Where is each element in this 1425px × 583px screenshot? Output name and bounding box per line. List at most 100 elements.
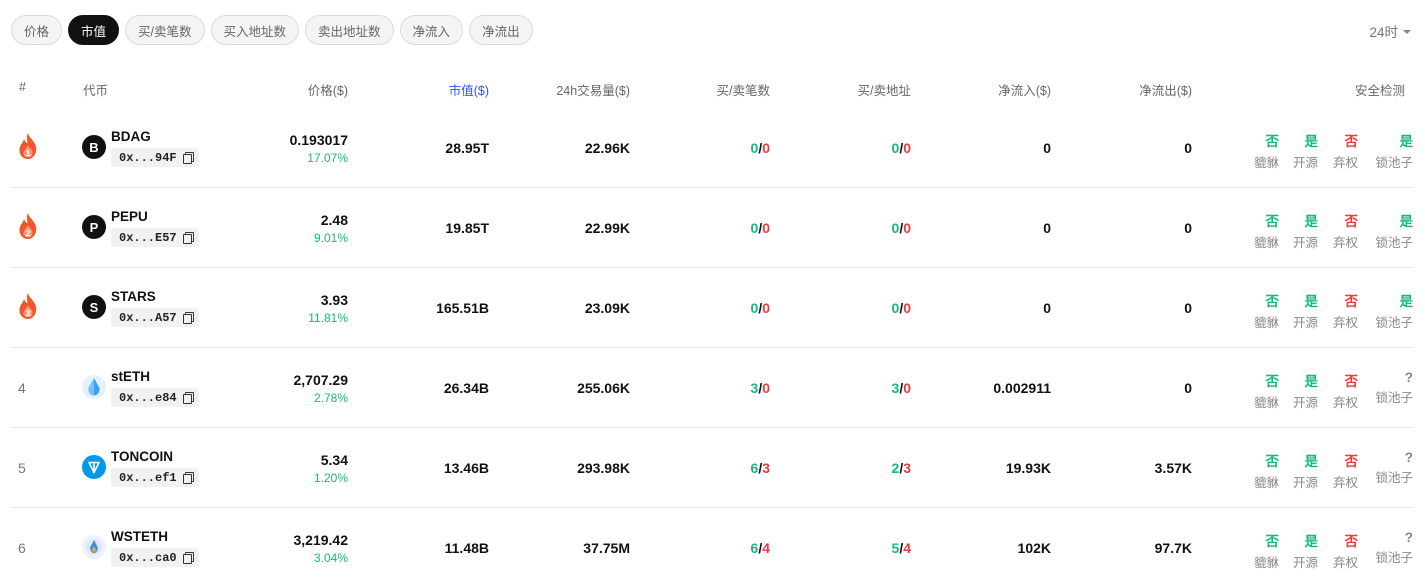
filter-net-inflow[interactable]: 净流入 xyxy=(399,15,464,45)
security-label: 貔貅 xyxy=(1253,396,1279,410)
header-volume[interactable]: 24h交易量($) xyxy=(556,84,630,98)
svg-text:1: 1 xyxy=(26,148,31,158)
token-address: 0x...ca0 xyxy=(111,548,199,567)
sell-count: 0 xyxy=(762,300,770,316)
header-net-outflow[interactable]: 净流出($) xyxy=(1139,84,1192,98)
filter-net-outflow[interactable]: 净流出 xyxy=(469,15,533,45)
token-symbol[interactable]: PEPU xyxy=(111,209,148,224)
price-cell: 0.193017 17.07% xyxy=(290,132,348,165)
table-row[interactable]: 1 B BDAG 0x...94F 0.193017 17.07% 28.95T… xyxy=(11,108,1413,188)
buy-address-count: 0 xyxy=(891,140,900,156)
net-inflow: 0 xyxy=(1043,140,1051,156)
header-price[interactable]: 价格($) xyxy=(307,84,348,98)
copy-icon[interactable] xyxy=(182,312,194,324)
sell-address-count: 4 xyxy=(903,540,911,556)
security-check-4: 是 锁池子 xyxy=(1371,290,1413,331)
price-change: 9.01% xyxy=(313,231,348,245)
buy-count: 3 xyxy=(750,380,759,396)
copy-icon[interactable] xyxy=(182,152,194,164)
token-symbol[interactable]: BDAG xyxy=(111,129,151,144)
sell-count: 0 xyxy=(762,380,770,396)
security-check-1: 否 貔貅 xyxy=(1237,530,1279,571)
table-row[interactable]: 5 TONCOIN 0x...ef1 5.34 1.20% 13.46B 293… xyxy=(11,428,1413,508)
security-label: 貔貅 xyxy=(1253,156,1279,170)
sell-address-count: 0 xyxy=(903,140,911,156)
sell-count: 4 xyxy=(762,540,770,556)
security-check-1: 否 貔貅 xyxy=(1237,130,1279,171)
security-check-4: 是 锁池子 xyxy=(1371,130,1413,171)
token-symbol[interactable]: STARS xyxy=(111,289,156,304)
copy-icon[interactable] xyxy=(182,392,194,404)
market-cap: 26.34B xyxy=(443,380,489,396)
volume-24h: 22.96K xyxy=(584,140,630,156)
security-value: 是 xyxy=(1304,454,1319,469)
security-label: 锁池子 xyxy=(1375,236,1413,250)
security-label: 开源 xyxy=(1292,156,1318,170)
table-row[interactable]: 3 S STARS 0x...A57 3.93 11.81% 165.51B 2… xyxy=(11,268,1413,348)
copy-icon[interactable] xyxy=(182,472,194,484)
svg-text:3: 3 xyxy=(26,308,31,318)
hot-rank-fire-icon: 3 xyxy=(16,292,40,320)
table-row[interactable]: 4 stETH 0x...e84 2,707.29 2.78% 26.34B 2… xyxy=(11,348,1413,428)
net-inflow: 0 xyxy=(1043,220,1051,236)
market-cap: 13.46B xyxy=(443,460,489,476)
security-label: 锁池子 xyxy=(1375,551,1413,565)
security-value: 是 xyxy=(1399,134,1414,149)
rank: 4 xyxy=(18,380,26,396)
buy-sell-txs: 0/0 xyxy=(750,300,770,316)
svg-text:2: 2 xyxy=(26,228,31,238)
buy-sell-addresses: 0/0 xyxy=(891,220,911,236)
hot-rank-fire-icon: 2 xyxy=(16,212,40,240)
price-change: 11.81% xyxy=(308,311,348,325)
filter-buy-addresses[interactable]: 买入地址数 xyxy=(210,15,300,45)
header-token: 代币 xyxy=(83,84,109,98)
copy-icon[interactable] xyxy=(182,552,194,564)
filter-market-cap[interactable]: 市值 xyxy=(68,15,120,45)
buy-count: 0 xyxy=(750,220,759,236)
security-label: 开源 xyxy=(1292,396,1318,410)
security-value: 是 xyxy=(1399,294,1414,309)
security-label: 开源 xyxy=(1292,316,1318,330)
token-symbol[interactable]: WSTETH xyxy=(111,529,168,544)
header-net-inflow[interactable]: 净流入($) xyxy=(998,84,1051,98)
filter-buy-sell-txs[interactable]: 买/卖笔数 xyxy=(125,15,205,45)
security-value: ? xyxy=(1404,450,1413,465)
token-address: 0x...ef1 xyxy=(111,468,199,487)
header-buy-sell-txs[interactable]: 买/卖笔数 xyxy=(716,84,770,98)
net-outflow: 0 xyxy=(1184,220,1192,236)
token-address-text: 0x...E57 xyxy=(119,230,177,245)
market-cap: 19.85T xyxy=(445,220,489,236)
token-symbol[interactable]: TONCOIN xyxy=(111,449,174,464)
security-check-2: 是 开源 xyxy=(1276,530,1318,571)
security-check-3: 否 弃权 xyxy=(1316,450,1358,491)
token-symbol[interactable]: stETH xyxy=(111,369,151,384)
volume-24h: 23.09K xyxy=(584,300,630,316)
buy-address-count: 5 xyxy=(891,540,900,556)
table-row[interactable]: 2 P PEPU 0x...E57 2.48 9.01% 19.85T 22.9… xyxy=(11,188,1413,268)
table-row[interactable]: 6 WSTETH 0x...ca0 3,219.42 3.04% 11.48B … xyxy=(11,508,1413,583)
security-label: 貔貅 xyxy=(1253,556,1279,570)
buy-address-count: 2 xyxy=(891,460,900,476)
security-check-2: 是 开源 xyxy=(1276,450,1318,491)
price-cell: 2.48 9.01% xyxy=(314,212,348,245)
net-outflow: 97.7K xyxy=(1154,540,1192,556)
header-market-cap[interactable]: 市值($) xyxy=(448,84,489,98)
hot-rank-fire-icon: 1 xyxy=(16,132,40,160)
buy-sell-txs: 0/0 xyxy=(750,220,770,236)
token-logo-wsteth-icon xyxy=(82,535,106,559)
net-outflow: 0 xyxy=(1184,140,1192,156)
header-buy-sell-addresses[interactable]: 买/卖地址 xyxy=(857,84,911,98)
buy-count: 6 xyxy=(750,460,759,476)
price-value: 3.93 xyxy=(320,292,348,308)
table-header: # 代币 价格($) 市值($) 24h交易量($) 买/卖笔数 买/卖地址 净… xyxy=(11,68,1413,108)
filter-price[interactable]: 价格 xyxy=(11,15,63,45)
buy-sell-txs: 6/4 xyxy=(750,540,770,556)
token-address: 0x...e84 xyxy=(111,388,199,407)
net-outflow: 0 xyxy=(1184,300,1192,316)
security-label: 貔貅 xyxy=(1253,316,1279,330)
period-select[interactable]: 24时 xyxy=(1369,21,1411,41)
security-value: 否 xyxy=(1265,374,1280,389)
filter-sell-addresses[interactable]: 卖出地址数 xyxy=(305,15,394,45)
copy-icon[interactable] xyxy=(182,232,194,244)
price-value: 2,707.29 xyxy=(293,372,349,388)
